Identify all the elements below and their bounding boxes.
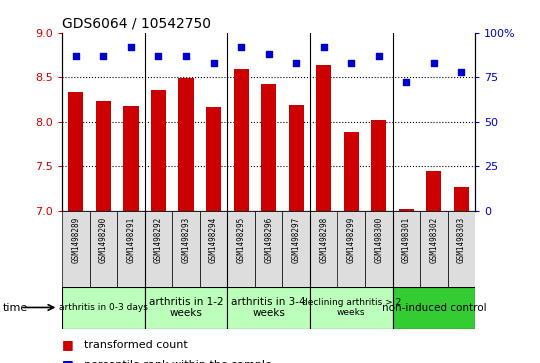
Bar bbox=[178, 78, 194, 211]
Text: GSM1498294: GSM1498294 bbox=[209, 217, 218, 263]
Bar bbox=[172, 211, 200, 287]
Text: declining arthritis > 2
weeks: declining arthritis > 2 weeks bbox=[302, 298, 401, 317]
Bar bbox=[393, 287, 475, 329]
Bar bbox=[420, 211, 448, 287]
Point bbox=[71, 53, 80, 59]
Text: ■: ■ bbox=[62, 358, 74, 363]
Bar bbox=[454, 187, 469, 211]
Bar bbox=[96, 101, 111, 211]
Point bbox=[292, 60, 300, 66]
Bar bbox=[426, 171, 442, 211]
Text: non-induced control: non-induced control bbox=[382, 303, 486, 313]
Point bbox=[181, 53, 190, 59]
Bar bbox=[338, 211, 365, 287]
Bar bbox=[261, 84, 276, 211]
Text: GSM1498301: GSM1498301 bbox=[402, 217, 411, 263]
Point bbox=[210, 60, 218, 66]
Text: arthritis in 0-3 days: arthritis in 0-3 days bbox=[59, 303, 148, 312]
Text: GSM1498297: GSM1498297 bbox=[292, 217, 301, 263]
Point bbox=[126, 44, 135, 50]
Bar bbox=[227, 287, 310, 329]
Point bbox=[457, 69, 465, 75]
Bar bbox=[371, 120, 387, 211]
Text: GSM1498290: GSM1498290 bbox=[99, 217, 108, 263]
Bar bbox=[145, 211, 172, 287]
Text: percentile rank within the sample: percentile rank within the sample bbox=[84, 360, 272, 363]
Text: time: time bbox=[3, 303, 28, 313]
Bar bbox=[255, 211, 282, 287]
Text: GSM1498298: GSM1498298 bbox=[319, 217, 328, 263]
Point bbox=[347, 60, 355, 66]
Text: ■: ■ bbox=[62, 338, 74, 351]
Bar bbox=[399, 209, 414, 211]
Bar bbox=[62, 211, 90, 287]
Bar bbox=[227, 211, 255, 287]
Text: GSM1498289: GSM1498289 bbox=[71, 217, 80, 263]
Text: GSM1498295: GSM1498295 bbox=[237, 217, 246, 263]
Point bbox=[374, 53, 383, 59]
Text: GSM1498293: GSM1498293 bbox=[181, 217, 191, 263]
Text: GSM1498299: GSM1498299 bbox=[347, 217, 356, 263]
Bar bbox=[310, 211, 338, 287]
Bar bbox=[145, 287, 227, 329]
Text: GSM1498302: GSM1498302 bbox=[429, 217, 438, 263]
Bar bbox=[62, 287, 145, 329]
Bar bbox=[310, 287, 393, 329]
Text: GSM1498292: GSM1498292 bbox=[154, 217, 163, 263]
Bar bbox=[282, 211, 310, 287]
Bar bbox=[343, 132, 359, 211]
Point bbox=[265, 51, 273, 57]
Bar bbox=[200, 211, 227, 287]
Bar bbox=[90, 211, 117, 287]
Text: GSM1498291: GSM1498291 bbox=[126, 217, 136, 263]
Bar bbox=[393, 211, 420, 287]
Text: arthritis in 1-2
weeks: arthritis in 1-2 weeks bbox=[148, 297, 224, 318]
Bar bbox=[151, 90, 166, 211]
Text: transformed count: transformed count bbox=[84, 340, 187, 350]
Bar bbox=[206, 107, 221, 211]
Bar bbox=[68, 92, 84, 211]
Bar bbox=[288, 105, 304, 211]
Bar bbox=[123, 106, 139, 211]
Point bbox=[154, 53, 163, 59]
Point bbox=[99, 53, 108, 59]
Bar bbox=[448, 211, 475, 287]
Text: arthritis in 3-4
weeks: arthritis in 3-4 weeks bbox=[231, 297, 306, 318]
Bar bbox=[117, 211, 145, 287]
Text: GSM1498296: GSM1498296 bbox=[264, 217, 273, 263]
Point bbox=[319, 44, 328, 50]
Bar bbox=[316, 65, 332, 211]
Text: GSM1498303: GSM1498303 bbox=[457, 217, 466, 263]
Point bbox=[429, 60, 438, 66]
Text: GSM1498300: GSM1498300 bbox=[374, 217, 383, 263]
Point bbox=[402, 79, 410, 85]
Bar bbox=[365, 211, 393, 287]
Bar bbox=[233, 69, 249, 211]
Point bbox=[237, 44, 245, 50]
Text: GDS6064 / 10542750: GDS6064 / 10542750 bbox=[62, 16, 211, 30]
